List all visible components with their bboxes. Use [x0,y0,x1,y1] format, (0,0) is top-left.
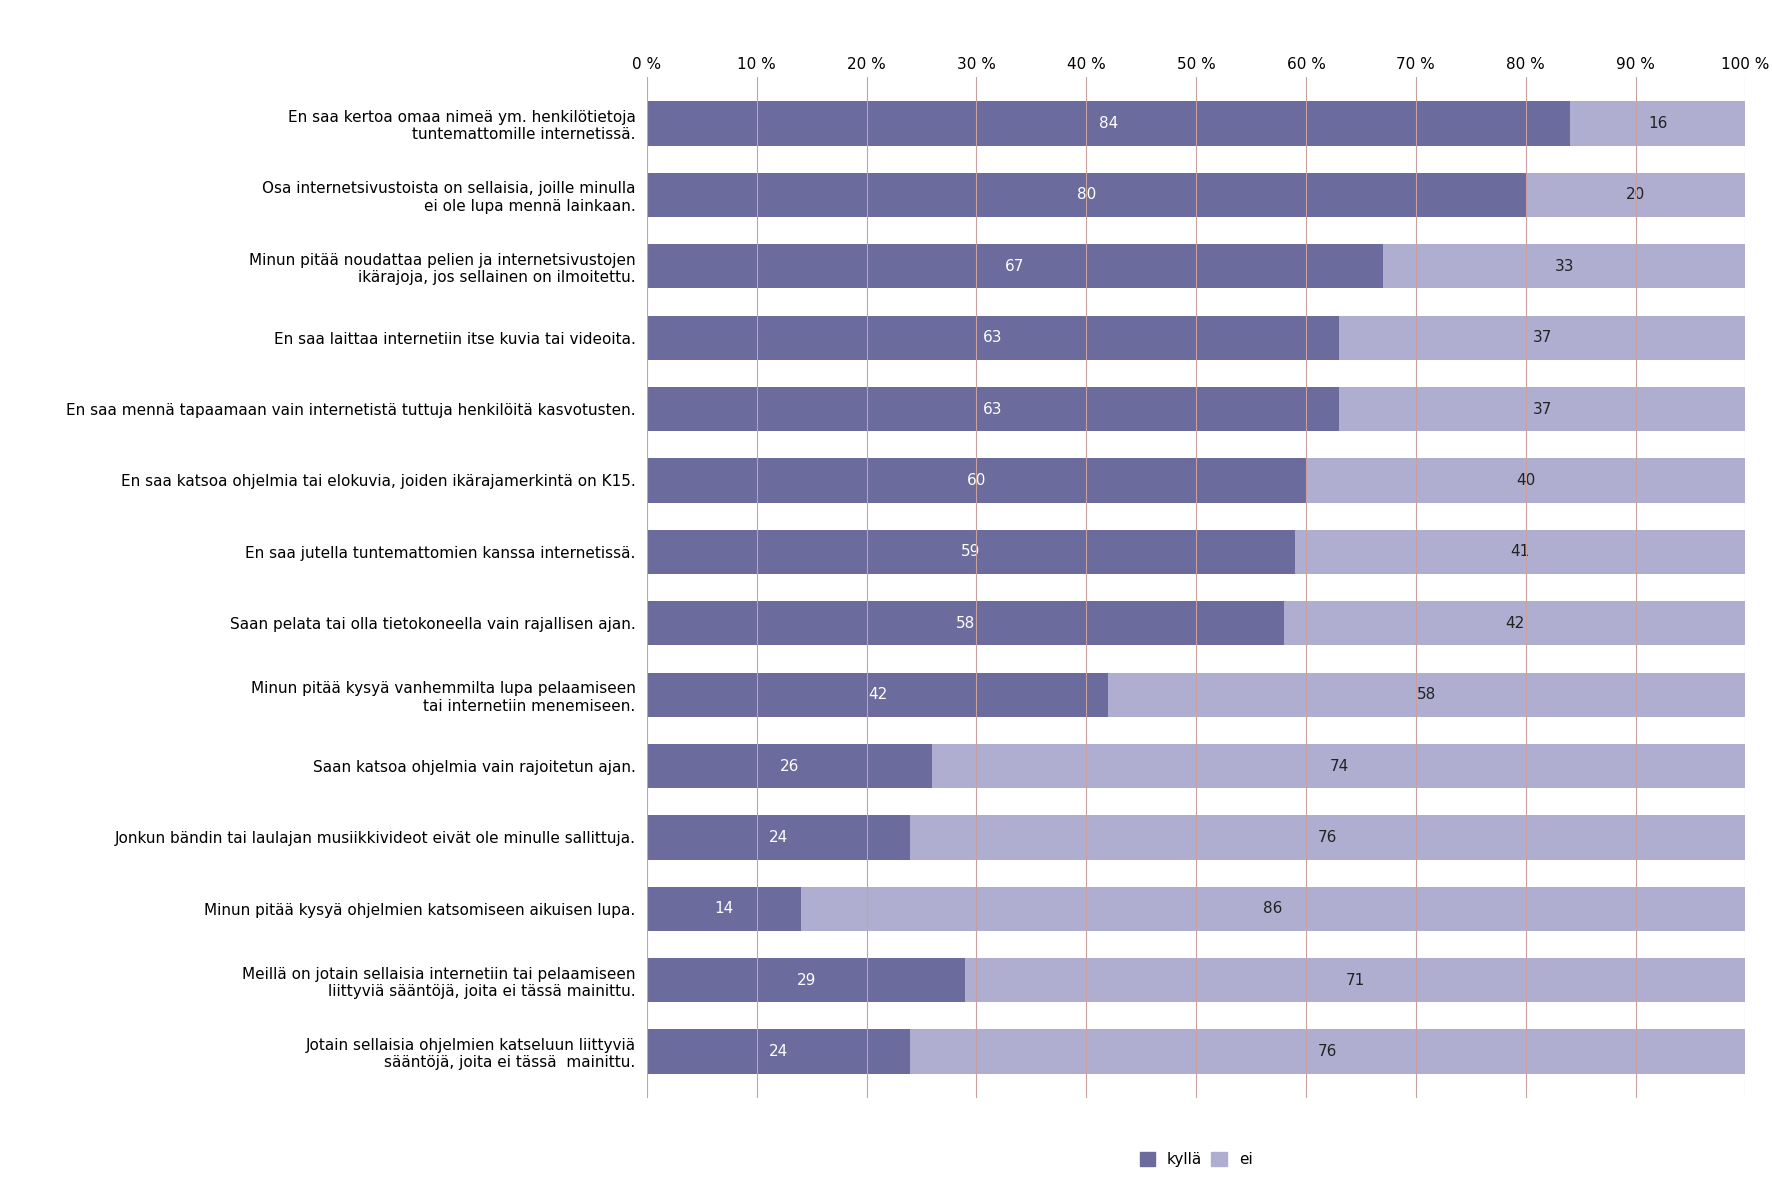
Bar [911,815,1745,859]
Text: 37: 37 [1533,330,1552,345]
Bar [647,316,1340,360]
Text: 76: 76 [1318,1045,1338,1059]
Text: 74: 74 [1329,758,1348,774]
Bar [966,958,1745,1002]
Bar [647,101,1570,146]
Bar [911,1029,1745,1074]
Text: 37: 37 [1533,401,1552,417]
Bar [647,673,1108,717]
Text: 42: 42 [868,687,888,703]
Bar [1340,316,1745,360]
Bar [647,458,1306,502]
Text: 80: 80 [1077,188,1095,203]
Bar [647,744,932,788]
Text: 16: 16 [1648,116,1667,131]
Bar [932,744,1745,788]
Text: 86: 86 [1263,901,1283,916]
Text: 33: 33 [1554,259,1574,274]
Bar [647,387,1340,431]
Legend: kyllä, ei: kyllä, ei [1139,1151,1253,1167]
Text: 24: 24 [769,830,789,845]
Text: 59: 59 [960,545,980,559]
Text: 14: 14 [714,901,734,916]
Bar [801,887,1745,931]
Text: 63: 63 [983,330,1003,345]
Text: 40: 40 [1517,472,1535,488]
Bar [647,815,911,859]
Bar [647,173,1526,217]
Text: 41: 41 [1510,545,1529,559]
Bar [1108,673,1745,717]
Bar [1526,173,1745,217]
Bar [1295,529,1745,575]
Bar [647,887,801,931]
Text: 24: 24 [769,1045,789,1059]
Text: 60: 60 [968,472,985,488]
Bar [1382,245,1745,288]
Text: 26: 26 [780,758,799,774]
Text: 29: 29 [796,972,815,988]
Text: 63: 63 [983,401,1003,417]
Bar [1285,601,1745,646]
Bar [1570,101,1745,146]
Bar [647,1029,911,1074]
Bar [647,958,966,1002]
Text: 84: 84 [1099,116,1118,131]
Text: 67: 67 [1005,259,1024,274]
Bar [647,245,1382,288]
Text: 20: 20 [1627,188,1644,203]
Bar [1306,458,1745,502]
Bar [1340,387,1745,431]
Bar [647,601,1285,646]
Text: 58: 58 [1418,687,1437,703]
Text: 42: 42 [1504,616,1524,630]
Text: 58: 58 [955,616,975,630]
Text: 76: 76 [1318,830,1338,845]
Text: 71: 71 [1345,972,1364,988]
Bar [647,529,1295,575]
